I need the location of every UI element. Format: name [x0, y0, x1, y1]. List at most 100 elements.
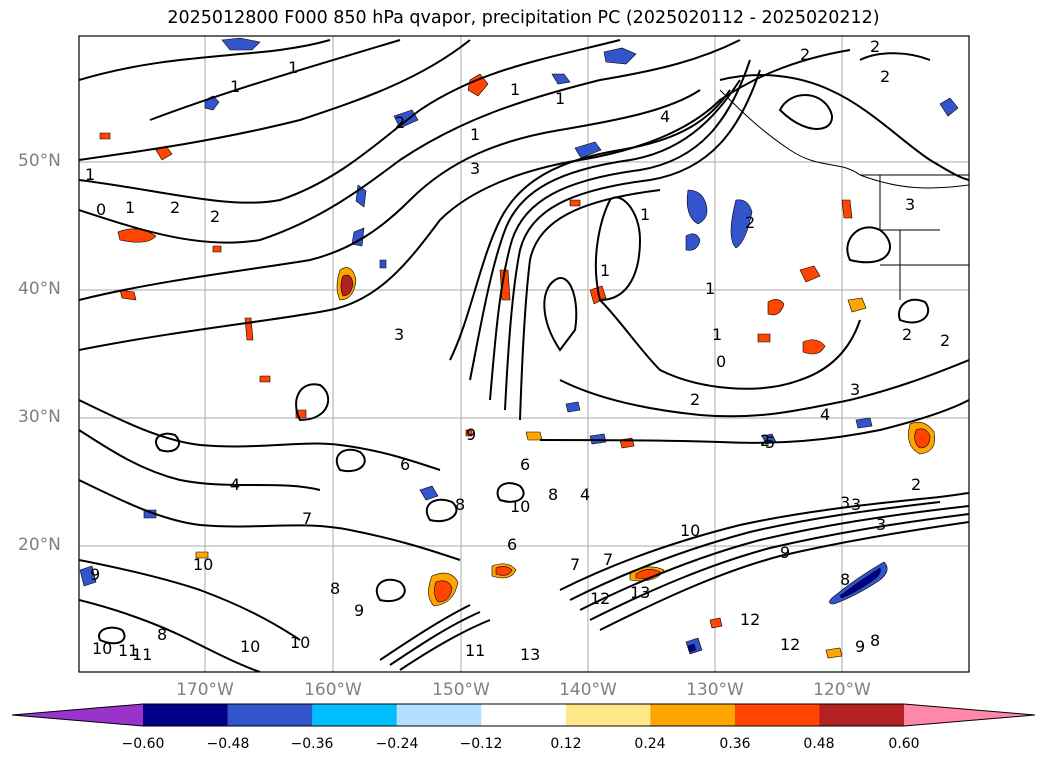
colorbar-tick-label: −0.60: [121, 736, 165, 752]
colorbar-segment: [143, 704, 229, 726]
contour-label: 2: [170, 198, 180, 217]
contour-label: 9: [466, 425, 476, 444]
contour-label: 1: [712, 325, 722, 344]
contour-label: 1: [125, 198, 135, 217]
contour-label: 4: [820, 405, 830, 424]
contour-label: 11: [118, 641, 138, 660]
contour-label: 5: [765, 433, 775, 452]
lon-label-140w: 140°W: [559, 680, 617, 700]
contour-label: 11: [465, 641, 485, 660]
contour-label: 11: [132, 645, 152, 664]
lat-label-50n: 50°N: [18, 151, 61, 171]
contour-label: 2: [395, 113, 405, 132]
contour-label: 2: [870, 37, 880, 56]
colorbar-tick-label: 0.36: [719, 736, 751, 752]
contour-label: 9: [354, 601, 364, 620]
contour-label: 3: [905, 195, 915, 214]
contour-label: 8: [330, 579, 340, 598]
contour-label: 2: [690, 390, 700, 409]
colorbar-segment: [650, 704, 736, 726]
contour-label: 1: [555, 89, 565, 108]
contour-label: 2: [880, 67, 890, 86]
contour-label: 10: [290, 633, 310, 652]
contour-label: 10: [510, 497, 530, 516]
contour-label: 1: [640, 205, 650, 224]
contour-label: 10: [680, 521, 700, 540]
contour-label: 10: [240, 637, 260, 656]
contour-label: 2: [210, 207, 220, 226]
colorbar-tick-label: −0.24: [375, 736, 419, 752]
contour-label: 10: [92, 639, 112, 658]
contour-label: 2: [911, 475, 921, 494]
map-frame: [78, 35, 970, 673]
contour-lines: [79, 39, 969, 672]
contour-label: 9: [90, 565, 100, 584]
contour-label: 1: [600, 261, 610, 280]
contour-label: 2: [902, 325, 912, 344]
contour-label: 1: [230, 77, 240, 96]
contour-label: 6: [400, 455, 410, 474]
contour-label: 3: [850, 380, 860, 399]
contour-label: 13: [520, 645, 540, 664]
colorbar-tick-label: −0.48: [206, 736, 250, 752]
lon-label-130w: 130°W: [686, 680, 744, 700]
contour-label: 12: [740, 610, 760, 629]
colorbar-extend-low: [12, 704, 143, 726]
contour-label: 3: [394, 325, 404, 344]
colorbar-tick-label: −0.36: [290, 736, 334, 752]
contour-label: 1: [705, 279, 715, 298]
contour-label: 2: [760, 431, 770, 450]
lon-label-120w: 120°W: [813, 680, 871, 700]
contour-label: 8: [157, 625, 167, 644]
contour-label: 3: [851, 495, 861, 514]
lat-label-30n: 30°N: [18, 407, 61, 427]
contour-label: 3: [840, 493, 850, 512]
contour-label: 13: [630, 583, 650, 602]
contour-lines-thin: [719, 89, 969, 300]
lon-label-160w: 160°W: [304, 680, 362, 700]
contour-label: 4: [230, 475, 240, 494]
lon-label-150w: 150°W: [432, 680, 490, 700]
colorbar-segment: [481, 704, 567, 726]
precip-patches: [79, 37, 959, 659]
contour-label: 6: [507, 535, 517, 554]
colorbar-segment: [565, 704, 651, 726]
contour-label: 7: [603, 550, 613, 569]
contour-label: 2: [745, 213, 755, 232]
contour-label: 9: [780, 543, 790, 562]
colorbar-tick-label: 0.48: [803, 736, 835, 752]
map-title: 2025012800 F000 850 hPa qvapor, precipit…: [167, 8, 880, 28]
contour-label: 1: [85, 165, 95, 184]
contour-label: 12: [780, 635, 800, 654]
contour-label: 4: [580, 485, 590, 504]
lat-label-20n: 20°N: [18, 535, 61, 555]
contour-label: 7: [570, 555, 580, 574]
lon-label-170w: 170°W: [176, 680, 234, 700]
contour-label: 9: [855, 637, 865, 656]
colorbar-tick-label: 0.24: [634, 736, 666, 752]
contour-label: 4: [660, 107, 670, 126]
colorbar-tick-label: 0.12: [550, 736, 582, 752]
colorbar-segment: [734, 704, 820, 726]
contour-label: 3: [876, 515, 886, 534]
contour-label: 6: [520, 455, 530, 474]
contour-label: 3: [470, 159, 480, 178]
contour-label: 8: [548, 485, 558, 504]
contour-label: 8: [870, 631, 880, 650]
colorbar: [11, 703, 1036, 727]
contour-label: 10: [193, 555, 213, 574]
contour-label: 7: [302, 509, 312, 528]
colorbar-segment: [227, 704, 313, 726]
colorbar-outline: [11, 703, 1036, 727]
contour-label: 2: [940, 331, 950, 350]
contour-label: 0: [716, 352, 726, 371]
colorbar-segment: [819, 704, 905, 726]
colorbar-tick-label: −0.12: [459, 736, 503, 752]
contour-label: 1: [470, 125, 480, 144]
contour-label: 12: [590, 589, 610, 608]
colorbar-extend-high: [904, 704, 1035, 726]
contour-label: 0: [96, 200, 106, 219]
